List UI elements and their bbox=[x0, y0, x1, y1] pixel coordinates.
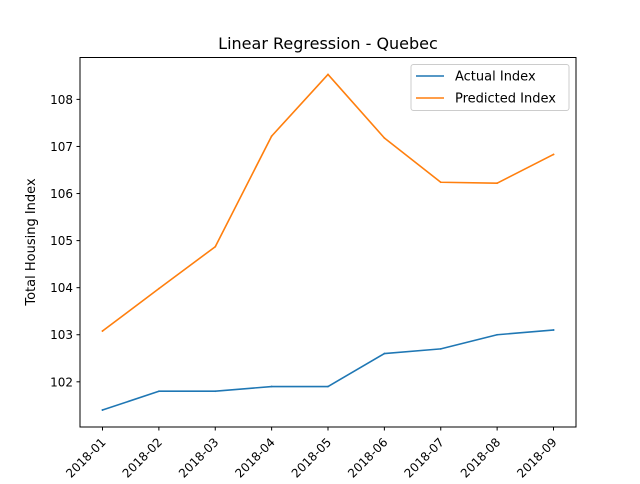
data-point bbox=[101, 330, 104, 332]
x-tick-label: 2018-07 bbox=[402, 435, 447, 480]
legend: Actual Index Predicted Index bbox=[410, 64, 570, 111]
data-point bbox=[157, 287, 160, 290]
y-tick-label: 107 bbox=[50, 140, 73, 154]
data-point bbox=[439, 181, 442, 184]
series-line-1 bbox=[101, 329, 555, 412]
legend-label: Actual Index bbox=[455, 70, 536, 85]
data-point bbox=[383, 137, 386, 139]
x-tick-label: 2018-08 bbox=[458, 435, 503, 480]
data-point bbox=[496, 182, 499, 185]
x-tick-label: 2018-01 bbox=[63, 435, 108, 480]
x-tick-label: 2018-03 bbox=[176, 435, 221, 480]
y-tick-label: 103 bbox=[50, 328, 73, 342]
x-tick-label: 2018-05 bbox=[289, 435, 334, 480]
data-point bbox=[270, 385, 273, 388]
data-point bbox=[270, 135, 273, 138]
x-tick-label: 2018-04 bbox=[232, 435, 277, 480]
y-axis-label: Total Housing Index bbox=[24, 178, 39, 307]
legend-box bbox=[410, 64, 570, 111]
y-tick-label: 102 bbox=[50, 375, 73, 389]
data-point bbox=[327, 385, 329, 388]
data-point bbox=[157, 390, 160, 393]
data-point bbox=[327, 73, 329, 76]
plot-frame bbox=[79, 57, 577, 428]
x-tick-label: 2018-09 bbox=[514, 435, 559, 480]
data-point bbox=[552, 329, 555, 331]
data-point bbox=[496, 333, 499, 336]
chart-title: Linear Regression - Quebec bbox=[218, 34, 438, 53]
data-point bbox=[101, 409, 104, 411]
y-tick-label: 108 bbox=[50, 93, 73, 107]
data-point bbox=[383, 352, 386, 355]
legend-label: Predicted Index bbox=[455, 92, 556, 107]
x-tick-label: 2018-02 bbox=[120, 435, 165, 480]
data-point bbox=[214, 245, 217, 248]
y-tick-label: 105 bbox=[50, 234, 73, 248]
x-tick-label: 2018-06 bbox=[345, 435, 390, 480]
data-point bbox=[439, 347, 442, 350]
data-point bbox=[214, 390, 217, 393]
data-point bbox=[552, 153, 555, 156]
plot-area bbox=[101, 73, 555, 412]
y-tick-label: 106 bbox=[50, 187, 73, 201]
y-tick-label: 104 bbox=[50, 281, 73, 295]
series-line-2 bbox=[101, 73, 555, 333]
